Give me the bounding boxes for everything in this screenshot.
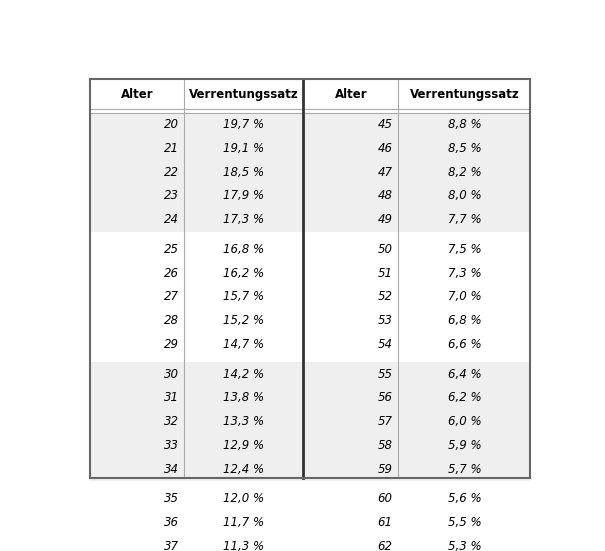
Text: 16,2 %: 16,2 % bbox=[223, 267, 264, 280]
Text: 15,7 %: 15,7 % bbox=[223, 290, 264, 304]
Bar bbox=[304, 362, 531, 481]
Text: 12,9 %: 12,9 % bbox=[223, 439, 264, 452]
Bar bbox=[90, 362, 304, 481]
Text: 21: 21 bbox=[164, 142, 179, 155]
Text: 55: 55 bbox=[378, 368, 393, 381]
Text: 37: 37 bbox=[164, 540, 179, 551]
Text: 30: 30 bbox=[164, 368, 179, 381]
Text: 56: 56 bbox=[378, 391, 393, 404]
Text: 51: 51 bbox=[378, 267, 393, 280]
Text: 20: 20 bbox=[164, 118, 179, 131]
Text: 49: 49 bbox=[378, 213, 393, 226]
Text: 29: 29 bbox=[164, 338, 179, 351]
Text: 59: 59 bbox=[378, 463, 393, 476]
Text: 8,2 %: 8,2 % bbox=[448, 166, 481, 179]
Text: 17,9 %: 17,9 % bbox=[223, 190, 264, 202]
Text: 31: 31 bbox=[164, 391, 179, 404]
Bar bbox=[304, 113, 531, 231]
Text: 5,3 %: 5,3 % bbox=[448, 540, 481, 551]
Text: 5,9 %: 5,9 % bbox=[448, 439, 481, 452]
Text: 17,3 %: 17,3 % bbox=[223, 213, 264, 226]
Text: 54: 54 bbox=[378, 338, 393, 351]
Text: 23: 23 bbox=[164, 190, 179, 202]
Bar bbox=[90, 79, 531, 110]
Text: 14,2 %: 14,2 % bbox=[223, 368, 264, 381]
Text: 57: 57 bbox=[378, 415, 393, 428]
Text: 6,8 %: 6,8 % bbox=[448, 314, 481, 327]
Text: 7,0 %: 7,0 % bbox=[448, 290, 481, 304]
Text: 8,8 %: 8,8 % bbox=[448, 118, 481, 131]
Text: 22: 22 bbox=[164, 166, 179, 179]
Text: 24: 24 bbox=[164, 213, 179, 226]
Text: 6,6 %: 6,6 % bbox=[448, 338, 481, 351]
Text: 28: 28 bbox=[164, 314, 179, 327]
Text: Verrentungssatz: Verrentungssatz bbox=[410, 88, 519, 101]
Text: 62: 62 bbox=[378, 540, 393, 551]
Text: 16,8 %: 16,8 % bbox=[223, 243, 264, 256]
Text: 11,7 %: 11,7 % bbox=[223, 516, 264, 529]
Bar bbox=[304, 487, 531, 551]
Text: 13,3 %: 13,3 % bbox=[223, 415, 264, 428]
Text: 46: 46 bbox=[378, 142, 393, 155]
Text: 11,3 %: 11,3 % bbox=[223, 540, 264, 551]
Text: 7,3 %: 7,3 % bbox=[448, 267, 481, 280]
Text: 7,5 %: 7,5 % bbox=[448, 243, 481, 256]
Text: 50: 50 bbox=[378, 243, 393, 256]
Text: 45: 45 bbox=[378, 118, 393, 131]
Text: Alter: Alter bbox=[335, 88, 367, 101]
Bar bbox=[90, 487, 304, 551]
Text: 7,7 %: 7,7 % bbox=[448, 213, 481, 226]
Text: 12,0 %: 12,0 % bbox=[223, 493, 264, 505]
Text: 48: 48 bbox=[378, 190, 393, 202]
Text: 35: 35 bbox=[164, 493, 179, 505]
Text: 47: 47 bbox=[378, 166, 393, 179]
Text: 27: 27 bbox=[164, 290, 179, 304]
Text: Verrentungssatz: Verrentungssatz bbox=[189, 88, 299, 101]
Text: 33: 33 bbox=[164, 439, 179, 452]
Text: 32: 32 bbox=[164, 415, 179, 428]
Text: 12,4 %: 12,4 % bbox=[223, 463, 264, 476]
Text: 19,1 %: 19,1 % bbox=[223, 142, 264, 155]
Text: 5,5 %: 5,5 % bbox=[448, 516, 481, 529]
Bar bbox=[90, 237, 304, 356]
Text: 8,0 %: 8,0 % bbox=[448, 190, 481, 202]
Text: 58: 58 bbox=[378, 439, 393, 452]
Text: 6,4 %: 6,4 % bbox=[448, 368, 481, 381]
Text: 5,7 %: 5,7 % bbox=[448, 463, 481, 476]
Text: 18,5 %: 18,5 % bbox=[223, 166, 264, 179]
Text: 5,6 %: 5,6 % bbox=[448, 493, 481, 505]
Text: 8,5 %: 8,5 % bbox=[448, 142, 481, 155]
Text: 15,2 %: 15,2 % bbox=[223, 314, 264, 327]
Text: 6,2 %: 6,2 % bbox=[448, 391, 481, 404]
Bar bbox=[90, 113, 304, 231]
Text: 52: 52 bbox=[378, 290, 393, 304]
Text: 53: 53 bbox=[378, 314, 393, 327]
Text: 26: 26 bbox=[164, 267, 179, 280]
Text: 36: 36 bbox=[164, 516, 179, 529]
Text: 19,7 %: 19,7 % bbox=[223, 118, 264, 131]
Text: 34: 34 bbox=[164, 463, 179, 476]
Bar bbox=[304, 237, 531, 356]
Text: Alter: Alter bbox=[121, 88, 154, 101]
Text: 6,0 %: 6,0 % bbox=[448, 415, 481, 428]
Text: 13,8 %: 13,8 % bbox=[223, 391, 264, 404]
Text: 14,7 %: 14,7 % bbox=[223, 338, 264, 351]
Text: 60: 60 bbox=[378, 493, 393, 505]
Text: 61: 61 bbox=[378, 516, 393, 529]
Text: 25: 25 bbox=[164, 243, 179, 256]
